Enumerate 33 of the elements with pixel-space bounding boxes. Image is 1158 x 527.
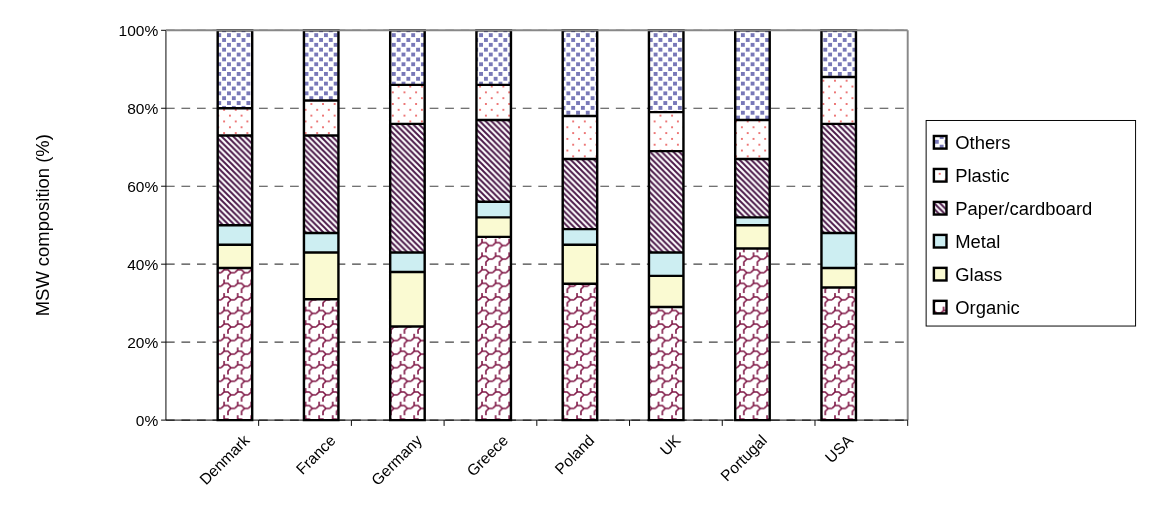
bar (302, 298, 340, 422)
legend-label: Others (955, 132, 1011, 154)
y-tick-label: 0% (135, 411, 159, 429)
bar (216, 134, 254, 227)
bar (561, 157, 599, 231)
bar (388, 325, 426, 422)
bar (647, 305, 685, 422)
bar (733, 29, 771, 122)
x-tick-label: UK (656, 430, 685, 459)
legend-label: Metal (955, 231, 1001, 253)
y-tick-label: 20% (127, 333, 159, 351)
y-tick-label: 80% (127, 99, 159, 117)
bar (302, 134, 340, 235)
y-tick-label: 40% (127, 255, 159, 273)
bar (733, 247, 771, 422)
bar (388, 122, 426, 254)
bar (561, 29, 599, 118)
bar (647, 149, 685, 254)
y-axis-title: MSW composition (%) (31, 134, 53, 317)
y-tick-label: 60% (127, 177, 159, 195)
bar (475, 235, 513, 422)
bar (820, 286, 858, 422)
legend-label: Plastic (955, 165, 1010, 187)
x-tick-label: USA (821, 430, 857, 467)
bar (216, 266, 254, 422)
bar (561, 282, 599, 422)
legend-label: Paper/cardboard (955, 198, 1093, 220)
bar (475, 118, 513, 204)
bar (647, 29, 685, 114)
bar (820, 122, 858, 235)
legend-label: Glass (955, 264, 1003, 286)
legend-label: Organic (955, 297, 1020, 319)
y-tick-label: 100% (118, 21, 159, 39)
